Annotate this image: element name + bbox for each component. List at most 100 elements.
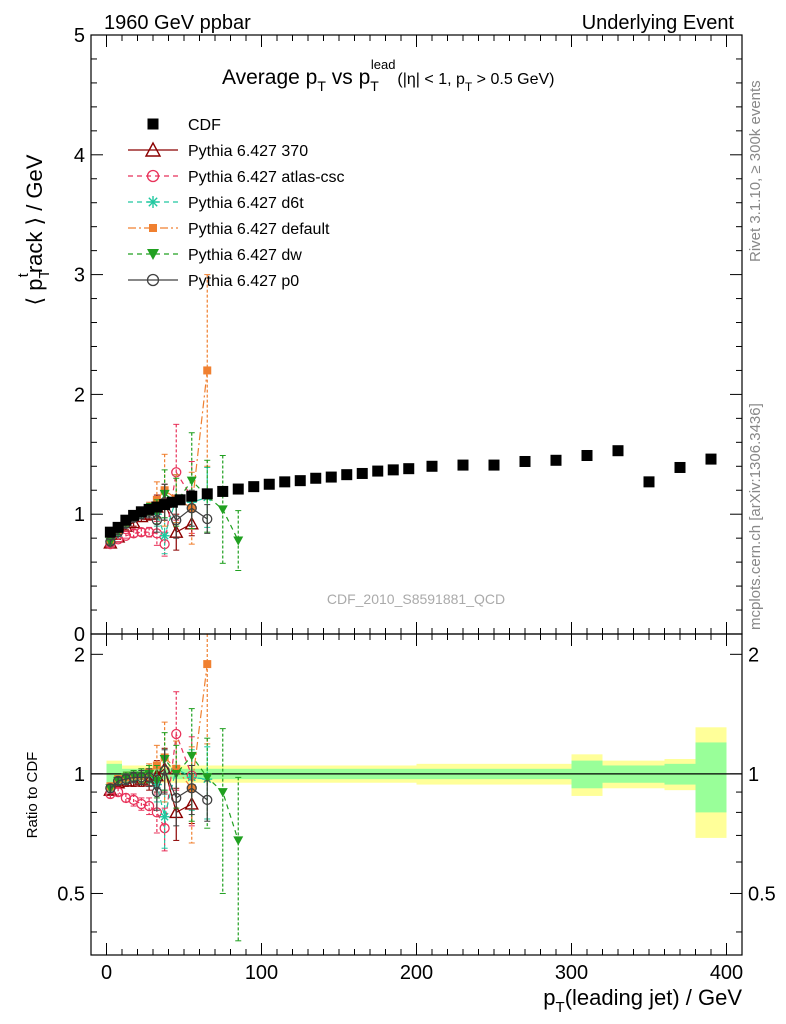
legend-entry: Pythia 6.427 atlas-csc [128,169,345,186]
series-pythia-6-427-370 [103,483,199,551]
legend-entry: Pythia 6.427 370 [128,141,308,160]
data-point [128,772,139,783]
legend-entry: Pythia 6.427 dw [128,247,302,264]
data-point [151,515,163,526]
x-tick-label: 100 [245,962,278,984]
svg-text:⟨ pTtrack ⟩ / GeV: ⟨ pTtrack ⟩ / GeV [15,154,53,305]
y-tick-label: 5 [74,25,85,47]
ratio-plot-frame [90,633,743,956]
cdf-data-point [248,481,260,493]
data-point [146,273,160,287]
cdf-data-point [263,478,275,490]
cdf-data-point [159,499,171,511]
data-point [203,366,212,375]
data-point [159,530,170,541]
data-point [202,773,213,783]
x-tick-label: 0 [101,962,112,984]
y-tick-label: 3 [74,265,85,287]
data-point [112,775,124,787]
ratio-y-axis-label: Ratio to CDF [24,752,41,839]
data-point [202,513,213,525]
data-point [128,528,139,539]
data-point [172,764,181,773]
data-point [120,792,132,804]
series-pythia-6-427-default [106,633,212,844]
y-tick-label: 4 [74,145,85,167]
series-pythia-6-427-dw [105,708,244,942]
legend: CDF Pythia 6.427 370 Pythia 6.427 atlas-cs… [128,117,345,290]
data-point [105,783,116,794]
cdf-data-point [488,459,500,471]
data-point [147,249,159,260]
cdf-data-point [128,509,140,521]
green-band [695,742,727,813]
analysis-id: CDF_2010_S8591881_QCD [327,591,505,607]
x-tick-label: 200 [400,962,433,984]
plot-title: Average pT vs pTlead(|η| < 1, pT > 0.5 G… [222,57,555,94]
main-y-axis-label: ⟨ pTtrack ⟩ / GeV [15,154,53,305]
main-plot-marks [103,274,717,572]
cdf-data-point [325,471,337,483]
cdf-data-point [166,496,178,508]
cdf-data-point [147,118,159,130]
cdf-data-point [457,459,469,471]
legend-label: Pythia 6.427 d6t [188,195,304,212]
data-point [136,772,147,783]
legend-entry: Pythia 6.427 default [128,221,330,238]
svg-text:Ratio to CDF: Ratio to CDF [24,752,41,839]
cdf-data-point [705,453,717,465]
data-point [217,788,228,798]
cdf-data-point [550,454,562,466]
axes: 0 100 200 300 400 0 1 2 3 4 5 0.5 0.5 1 1 2 2 [57,25,776,984]
svg-text:Rivet 3.1.10, ≥ 300k events: Rivet 3.1.10, ≥ 300k events [747,80,764,262]
data-point [136,798,147,810]
data-point [120,773,132,785]
data-point [186,503,197,514]
header-left: 1960 GeV ppbar [104,12,251,34]
data-point [186,476,197,486]
y-tick-label: 2 [74,384,85,406]
data-point [143,772,155,783]
cdf-data-point [519,455,531,467]
data-point [144,141,162,157]
cdf-data-point [294,475,306,487]
cdf-data-point [674,461,686,473]
cdf-data-point [356,467,368,479]
data-point [171,792,182,804]
cdf-data-point [135,506,147,518]
cdf-data-point [426,460,438,472]
data-point [159,811,170,822]
legend-entry: Pythia 6.427 p0 [128,273,299,290]
y-tick-label: 1 [74,504,85,526]
rivet-side-label: Rivet 3.1.10, ≥ 300k events [747,80,764,262]
cdf-data-point [310,472,322,484]
legend-label: CDF [188,117,221,134]
cdf-data-point [372,465,384,477]
cdf-data-point [612,445,624,457]
x-axis-label: pT(leading jet) / GeV [543,985,742,1016]
data-point [151,786,163,798]
legend-label: Pythia 6.427 dw [188,247,302,264]
legend-label: Pythia 6.427 atlas-csc [188,169,345,186]
data-point [146,169,160,183]
cdf-data-point [341,469,353,481]
data-point [186,783,197,794]
ratio-y-tick-label: 1 [74,764,85,786]
cdf-data-point [104,526,116,538]
data-point [159,765,170,776]
data-point [171,515,182,526]
cdf-data-point [143,503,155,515]
cdf-data-point [174,494,186,506]
data-point [186,751,197,761]
ratio-y-tick-label: 0.5 [57,883,85,905]
series-line [109,767,208,817]
cdf-data-point [151,501,163,513]
cdf-data-point [186,490,198,502]
ratio-uncertainty-bands [91,727,742,838]
legend-label: Pythia 6.427 default [188,221,330,238]
cdf-data-point [217,485,229,497]
series-pythia-6-427-p0 [105,749,213,827]
cdf-data-point [279,476,291,488]
data-point [136,527,147,538]
data-point [143,800,155,812]
